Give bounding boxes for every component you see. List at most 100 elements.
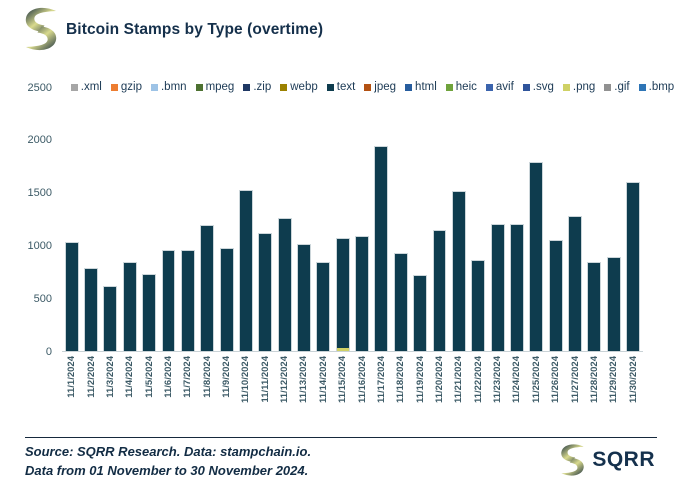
x-label-slot: 11/24/2024	[507, 356, 526, 430]
bar-slot	[623, 88, 642, 351]
legend-item: .svg	[522, 81, 554, 93]
bar	[529, 162, 544, 351]
bar	[103, 285, 118, 351]
legend-item: mpeg	[195, 81, 235, 93]
bar	[587, 262, 602, 351]
y-tick-label: 1500	[27, 187, 52, 200]
footer-date-range: Data from 01 November to 30 November 202…	[25, 463, 309, 478]
x-label-slot: 11/27/2024	[565, 356, 584, 430]
bar-segment-text	[452, 191, 465, 351]
legend-item: jpeg	[364, 81, 396, 93]
x-label-slot: 11/9/2024	[217, 356, 236, 430]
bar	[180, 250, 195, 351]
bar	[161, 249, 176, 351]
legend-item: webp	[280, 81, 318, 93]
bar-segment-text	[336, 239, 349, 349]
bar-slot	[159, 88, 178, 351]
legend-label: html	[415, 81, 437, 93]
x-label-slot: 11/12/2024	[275, 356, 294, 430]
bar	[122, 262, 137, 351]
x-label-slot: 11/1/2024	[62, 356, 81, 430]
bar-segment-text	[181, 251, 194, 351]
x-tick-label: 11/1/2024	[66, 356, 78, 398]
x-tick-label: 11/28/2024	[588, 356, 600, 404]
bar-segment-text	[123, 263, 136, 351]
bar-slot	[139, 88, 158, 351]
sqrr-logo-icon	[25, 7, 57, 51]
bar-segment-text	[259, 233, 272, 351]
bar	[548, 240, 563, 351]
bar-segment-text	[220, 248, 233, 351]
legend-item: .zip	[243, 81, 271, 93]
bar-slot	[585, 88, 604, 351]
page-title: Bitcoin Stamps by Type (overtime)	[66, 21, 324, 38]
legend-swatch-icon	[522, 83, 530, 91]
bar	[490, 224, 505, 351]
bar-slot	[604, 88, 623, 351]
bar-slot	[333, 88, 352, 351]
x-label-slot: 11/7/2024	[178, 356, 197, 430]
x-tick-label: 11/11/2024	[259, 356, 271, 403]
x-tick-label: 11/26/2024	[550, 356, 562, 404]
x-label-slot: 11/26/2024	[546, 356, 565, 430]
legend-label: mpeg	[205, 81, 235, 93]
bar	[335, 238, 350, 351]
legend-swatch-icon	[280, 83, 288, 91]
x-label-slot: 11/25/2024	[527, 356, 546, 430]
x-label-slot: 11/10/2024	[236, 356, 255, 430]
x-tick-label: 11/19/2024	[414, 356, 426, 404]
bar	[64, 242, 79, 351]
legend-item: html	[405, 81, 437, 93]
bar-segment-text	[627, 183, 640, 351]
bar-slot	[391, 88, 410, 351]
x-label-slot: 11/23/2024	[488, 356, 507, 430]
x-label-slot: 11/20/2024	[430, 356, 449, 430]
y-tick-label: 2500	[27, 81, 52, 94]
bar-slot	[372, 88, 391, 351]
footer-source: Source: SQRR Research. Data: stampchain.…	[25, 444, 312, 459]
x-label-slot: 11/2/2024	[81, 356, 100, 430]
x-tick-label: 11/16/2024	[356, 356, 368, 404]
bar-segment-text	[104, 286, 117, 351]
y-tick-label: 2000	[27, 134, 52, 147]
bar-slot	[294, 88, 313, 351]
bar-segment-text	[549, 241, 562, 351]
footer-brand-label: SQRR	[592, 448, 655, 471]
bar	[374, 146, 389, 351]
legend-label: jpeg	[374, 81, 397, 93]
bar	[568, 215, 582, 351]
y-tick-label: 1000	[27, 239, 52, 252]
bar	[219, 247, 234, 351]
legend-label: text	[336, 81, 356, 93]
x-tick-label: 11/22/2024	[472, 356, 484, 404]
legend-label: .zip	[253, 81, 272, 93]
bar-segment-text	[298, 245, 310, 351]
legend-label: .svg	[532, 81, 554, 93]
bar-slot	[120, 88, 139, 351]
legend-label: .gif	[614, 81, 630, 93]
legend-item: .gif	[604, 81, 630, 93]
legend-item: .bmp	[638, 81, 675, 93]
bar-slot	[507, 88, 526, 351]
x-label-slot: 11/28/2024	[585, 356, 604, 430]
x-tick-label: 11/13/2024	[298, 356, 310, 404]
legend-label: .bmp	[648, 81, 675, 93]
legend-item: .png	[562, 81, 596, 93]
plot-area	[62, 88, 643, 352]
bar-segment-text	[278, 219, 291, 351]
bar-slot	[62, 88, 81, 351]
x-label-slot: 11/4/2024	[120, 356, 139, 430]
x-label-slot: 11/18/2024	[391, 356, 410, 430]
legend-swatch-icon	[70, 83, 78, 91]
legend-item: text	[326, 81, 356, 93]
legend-swatch-icon	[562, 83, 570, 91]
bar	[606, 257, 621, 351]
bar	[626, 182, 641, 351]
bar	[432, 229, 447, 351]
bar-segment-text	[85, 268, 97, 351]
x-tick-label: 11/23/2024	[492, 356, 504, 404]
bar-segment-text	[588, 263, 601, 351]
x-label-slot: 11/14/2024	[314, 356, 333, 430]
legend-label: .png	[572, 81, 596, 93]
x-tick-label: 11/30/2024	[627, 356, 639, 404]
